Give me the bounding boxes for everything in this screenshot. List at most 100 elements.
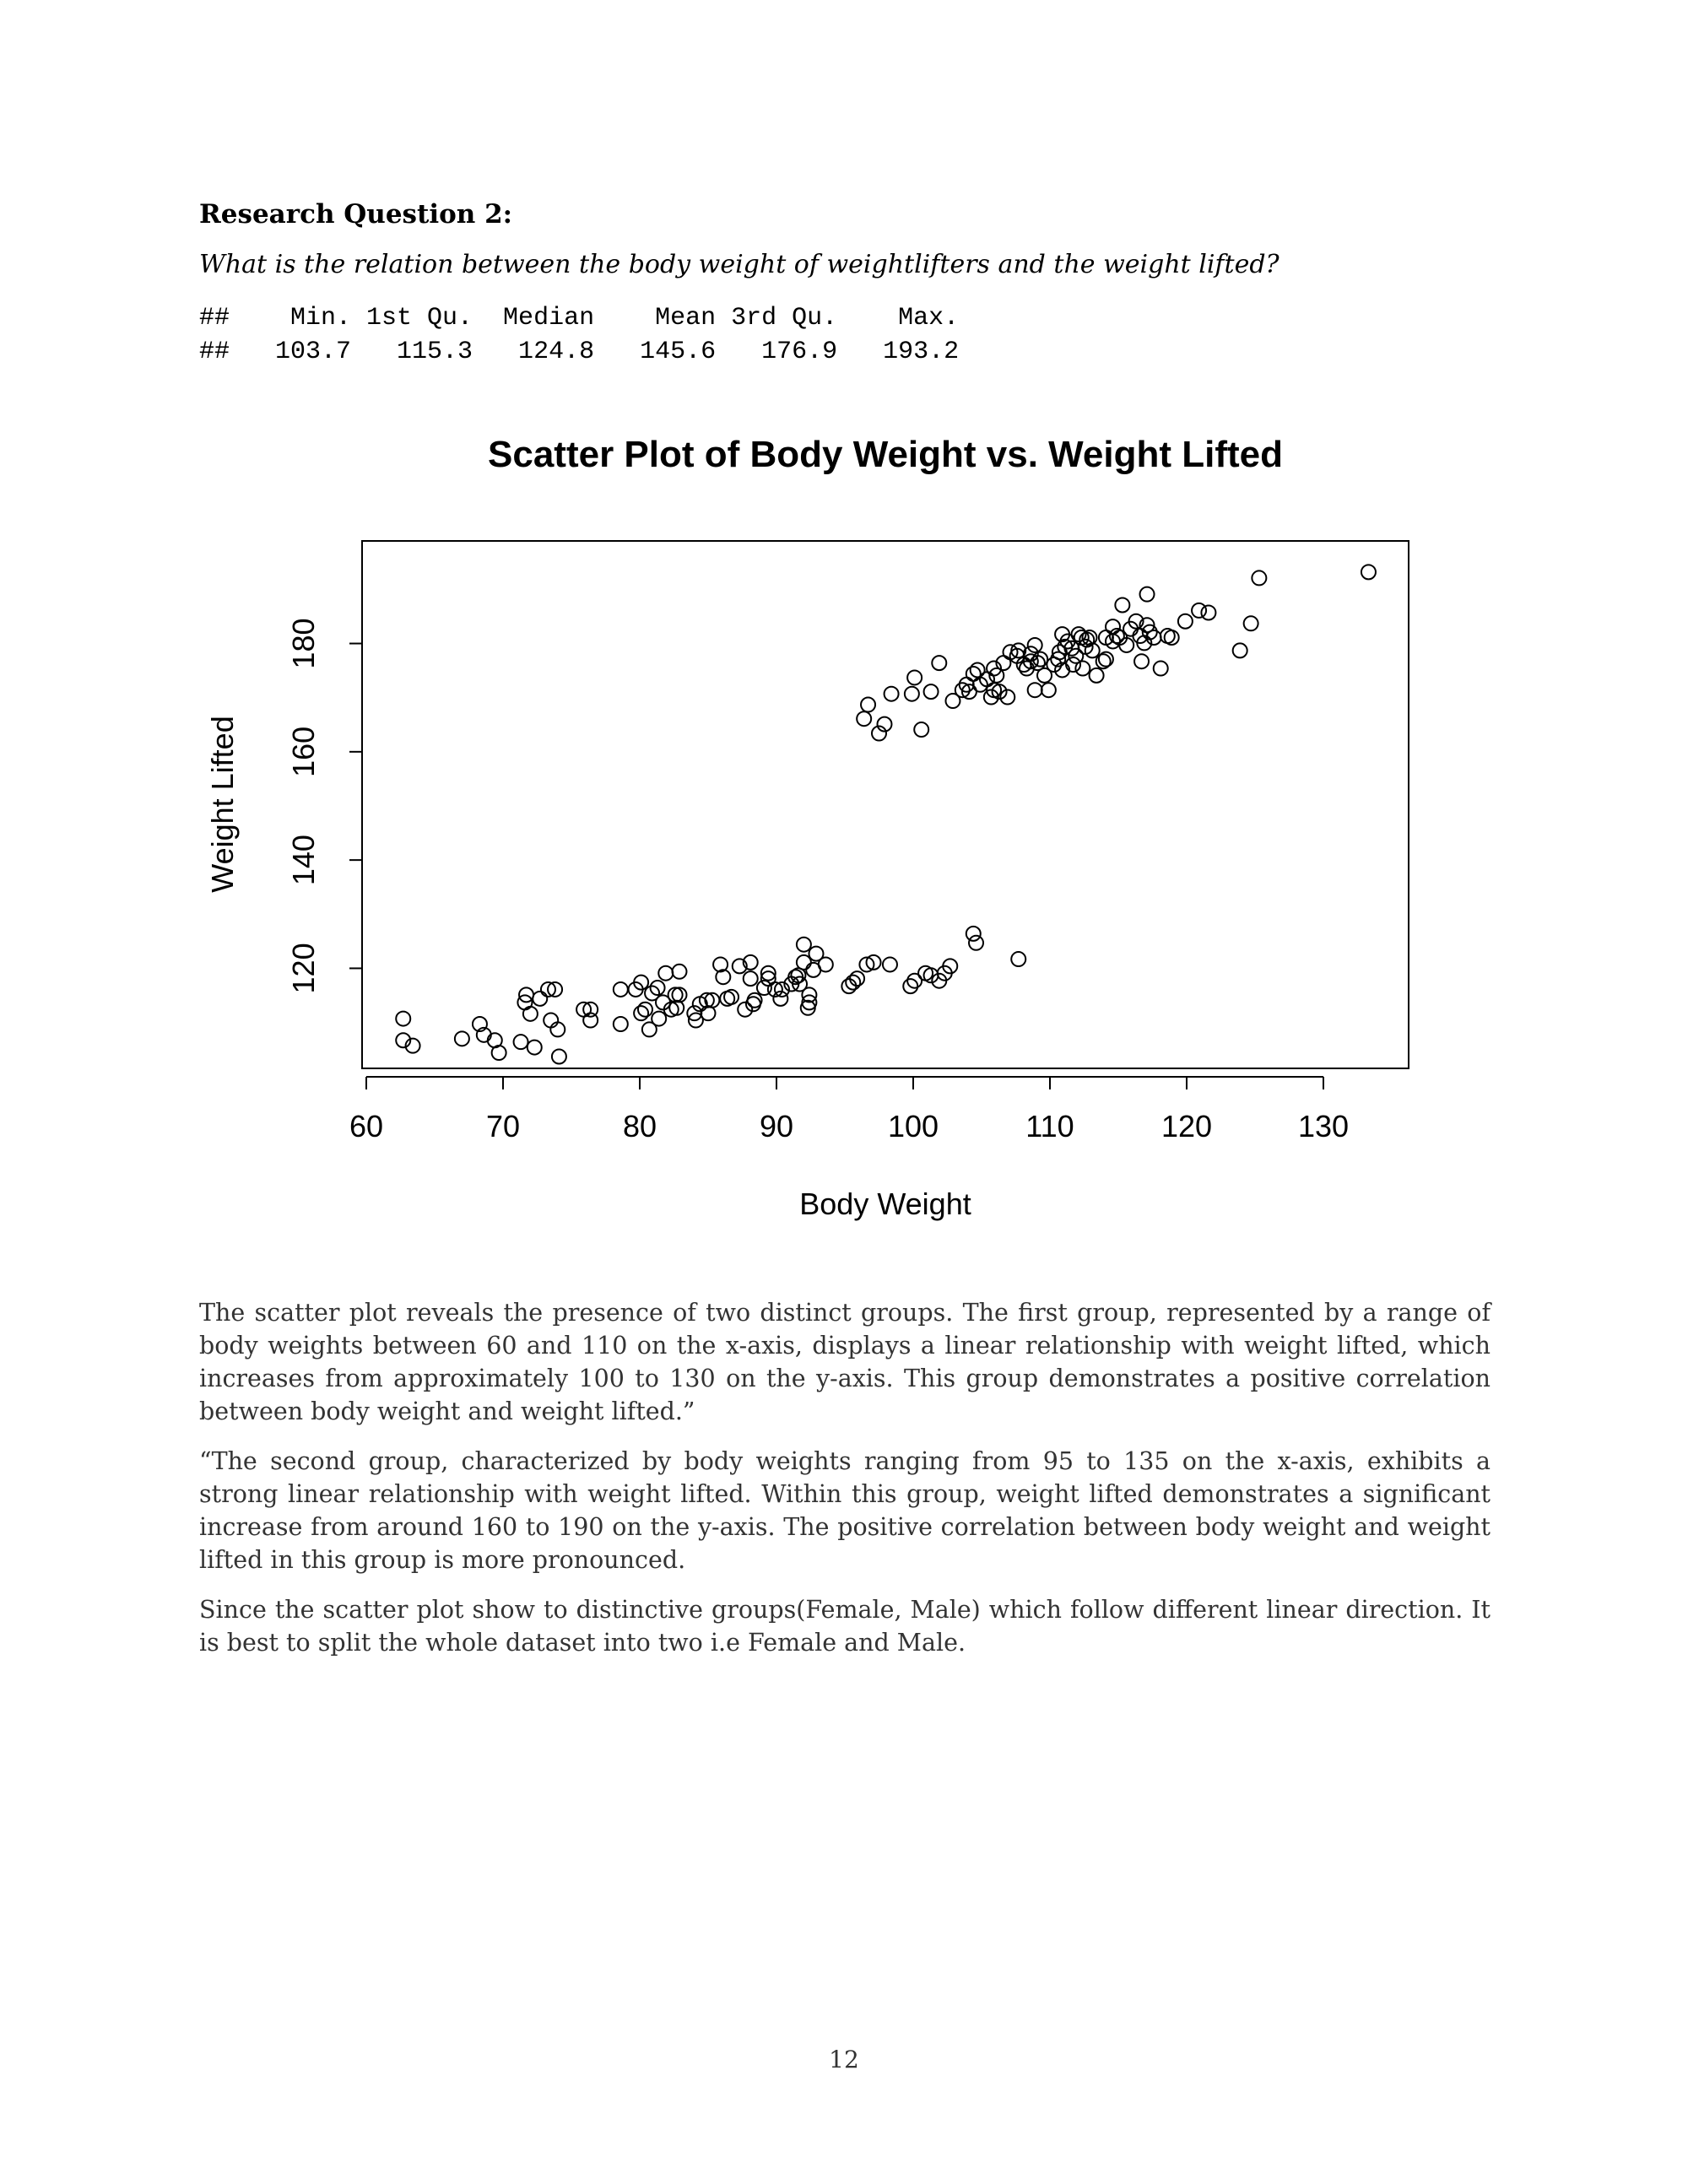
data-point bbox=[871, 725, 887, 742]
research-question: What is the relation between the body we… bbox=[199, 250, 1280, 279]
y-tick-label: 160 bbox=[286, 727, 321, 777]
data-point bbox=[512, 1034, 529, 1051]
data-point bbox=[858, 956, 875, 973]
data-point bbox=[1036, 667, 1053, 684]
data-point bbox=[795, 954, 812, 970]
data-point bbox=[944, 693, 961, 710]
y-axis: 120 140 160 180 bbox=[286, 618, 363, 993]
data-point bbox=[968, 934, 985, 951]
data-point bbox=[841, 978, 858, 995]
data-point bbox=[881, 956, 898, 973]
data-point bbox=[522, 1005, 538, 1022]
data-point bbox=[801, 994, 818, 1011]
data-point bbox=[760, 965, 776, 981]
data-point bbox=[906, 669, 923, 686]
data-point bbox=[1191, 602, 1208, 619]
data-point bbox=[988, 667, 1005, 684]
data-point bbox=[931, 655, 948, 672]
data-point bbox=[849, 970, 866, 987]
data-point bbox=[1118, 636, 1135, 653]
data-point bbox=[942, 958, 959, 975]
data-point bbox=[742, 954, 759, 970]
data-point bbox=[1242, 615, 1259, 632]
x-axis: 60 70 80 90 100 110 120 130 bbox=[349, 1076, 1349, 1143]
data-point bbox=[1163, 629, 1180, 646]
data-point bbox=[755, 980, 772, 997]
data-point bbox=[1139, 586, 1155, 603]
data-point bbox=[986, 660, 1003, 677]
data-point bbox=[723, 988, 740, 1005]
data-point bbox=[808, 945, 825, 962]
x-tick-label: 100 bbox=[888, 1109, 939, 1143]
data-point bbox=[1026, 682, 1043, 699]
data-point bbox=[1070, 626, 1087, 643]
data-point bbox=[1065, 657, 1082, 673]
x-tick-label: 90 bbox=[760, 1109, 793, 1143]
plot-frame bbox=[361, 540, 1409, 1069]
data-point bbox=[1105, 619, 1122, 635]
data-point bbox=[698, 992, 715, 1008]
data-point bbox=[547, 981, 564, 997]
data-point bbox=[982, 689, 999, 705]
y-tick-label: 140 bbox=[286, 835, 321, 885]
data-point bbox=[404, 1037, 421, 1054]
data-point bbox=[1231, 642, 1248, 659]
data-point bbox=[1010, 951, 1027, 968]
data-point bbox=[633, 1005, 650, 1022]
data-point bbox=[453, 1030, 470, 1047]
data-point bbox=[1068, 647, 1085, 664]
chart-title: Scatter Plot of Body Weight vs. Weight L… bbox=[488, 434, 1283, 475]
data-point bbox=[1133, 653, 1150, 670]
data-point bbox=[903, 685, 920, 702]
x-tick-label: 120 bbox=[1161, 1109, 1212, 1143]
data-point bbox=[704, 992, 721, 1008]
data-point bbox=[1152, 660, 1169, 677]
data-point bbox=[1084, 642, 1101, 659]
data-point bbox=[532, 990, 549, 1007]
x-tick-label: 110 bbox=[1025, 1109, 1074, 1143]
data-point bbox=[687, 1012, 704, 1029]
data-point bbox=[856, 711, 873, 727]
data-point bbox=[612, 1016, 629, 1033]
data-point bbox=[671, 963, 688, 980]
scatter-plot: Scatter Plot of Body Weight vs. Weight L… bbox=[205, 434, 1409, 1221]
data-point bbox=[792, 976, 809, 992]
data-point bbox=[1022, 653, 1039, 670]
data-point bbox=[922, 684, 939, 700]
x-tick-label: 130 bbox=[1298, 1109, 1349, 1143]
data-point bbox=[582, 1012, 599, 1029]
data-point bbox=[1360, 564, 1377, 581]
y-tick-label: 120 bbox=[286, 943, 321, 993]
data-point bbox=[651, 1010, 668, 1027]
data-point bbox=[526, 1039, 543, 1056]
data-point bbox=[773, 981, 790, 997]
data-point bbox=[1139, 617, 1155, 634]
data-point bbox=[922, 967, 939, 984]
section-heading: Research Question 2: bbox=[199, 199, 513, 230]
data-point bbox=[1040, 682, 1057, 699]
data-point bbox=[913, 722, 930, 738]
data-point bbox=[582, 1001, 599, 1018]
data-point bbox=[1141, 624, 1158, 641]
data-point bbox=[795, 936, 812, 953]
data-point bbox=[860, 696, 877, 713]
data-point bbox=[549, 1021, 566, 1038]
data-point bbox=[471, 1016, 488, 1033]
data-point bbox=[865, 954, 882, 970]
data-points bbox=[395, 564, 1377, 1065]
data-point bbox=[801, 987, 818, 1003]
data-point bbox=[737, 1001, 754, 1018]
data-point bbox=[1032, 651, 1049, 668]
data-point bbox=[644, 985, 661, 1002]
data-point bbox=[490, 1045, 507, 1062]
data-point bbox=[772, 990, 789, 1007]
data-point bbox=[965, 925, 982, 942]
data-point bbox=[991, 684, 1008, 700]
data-point bbox=[1114, 597, 1131, 614]
paragraph-first-group: The scatter plot reveals the presence of… bbox=[199, 1299, 1491, 1425]
data-point bbox=[1050, 651, 1067, 668]
data-point bbox=[999, 689, 1016, 705]
x-axis-label: Body Weight bbox=[799, 1187, 971, 1221]
y-tick-label: 180 bbox=[286, 618, 321, 668]
data-point bbox=[612, 981, 629, 997]
